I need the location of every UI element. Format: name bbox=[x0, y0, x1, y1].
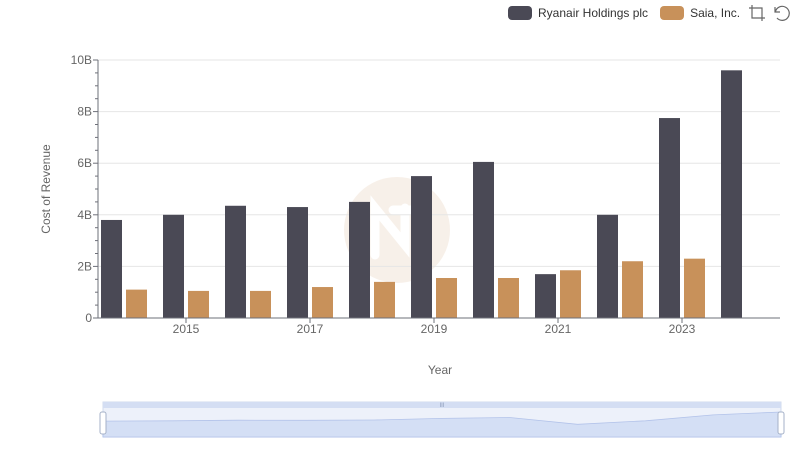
legend: Ryanair Holdings plc Saia, Inc. bbox=[508, 3, 752, 23]
axes: 0 2B 4B 6B 8B 10B 2015 2017 2019 2021 2023 bbox=[71, 53, 780, 336]
x-axis-label: Year bbox=[428, 363, 452, 377]
y-tick-label: 8B bbox=[77, 105, 92, 119]
y-tick-label: 0 bbox=[85, 311, 92, 325]
bar-ryanair-2023[interactable] bbox=[659, 118, 680, 318]
y-tick-label: 4B bbox=[77, 208, 92, 222]
x-tick-label: 2021 bbox=[545, 322, 572, 336]
x-tick-label: 2017 bbox=[297, 322, 324, 336]
data-zoom-left-handle[interactable] bbox=[99, 411, 107, 435]
bar-saia-2021[interactable] bbox=[560, 270, 581, 318]
bar-ryanair-2022[interactable] bbox=[597, 214, 618, 318]
data-zoom-slider[interactable]: III bbox=[99, 401, 785, 438]
legend-label-saia: Saia, Inc. bbox=[690, 6, 741, 20]
x-tick-label: 2019 bbox=[421, 322, 448, 336]
bar-ryanair-2015[interactable] bbox=[163, 214, 184, 318]
legend-item-saia[interactable]: Saia, Inc. bbox=[660, 6, 740, 20]
y-axis-label: Cost of Revenue bbox=[39, 144, 53, 234]
bars bbox=[101, 70, 742, 318]
bar-saia-2017[interactable] bbox=[312, 287, 333, 318]
toolbox bbox=[748, 4, 796, 22]
bar-saia-2018[interactable] bbox=[374, 281, 395, 318]
bar-saia-2016[interactable] bbox=[250, 290, 271, 318]
legend-swatch-saia bbox=[660, 6, 685, 20]
bar-saia-2022[interactable] bbox=[622, 261, 643, 318]
legend-label-ryanair: Ryanair Holdings plc bbox=[538, 6, 649, 20]
bar-ryanair-2017[interactable] bbox=[287, 207, 308, 318]
bar-ryanair-2024[interactable] bbox=[721, 70, 742, 318]
bar-ryanair-2018[interactable] bbox=[349, 201, 370, 318]
bar-ryanair-2014[interactable] bbox=[101, 219, 122, 318]
legend-item-ryanair[interactable]: Ryanair Holdings plc bbox=[508, 6, 648, 20]
bar-ryanair-2020[interactable] bbox=[473, 161, 494, 318]
bar-ryanair-2016[interactable] bbox=[225, 205, 246, 318]
restore-icon[interactable] bbox=[772, 4, 790, 22]
y-tick-label: 6B bbox=[77, 156, 92, 170]
data-zoom-grip[interactable]: III bbox=[439, 403, 444, 409]
zoom-icon[interactable] bbox=[748, 4, 766, 22]
bar-saia-2023[interactable] bbox=[684, 258, 705, 318]
bar-saia-2015[interactable] bbox=[188, 290, 209, 318]
bar-saia-2019[interactable] bbox=[436, 278, 457, 318]
bar-ryanair-2021[interactable] bbox=[535, 274, 556, 318]
bar-ryanair-2019[interactable] bbox=[411, 176, 432, 318]
bar-saia-2014[interactable] bbox=[126, 289, 147, 318]
data-zoom-preview-area bbox=[102, 411, 782, 438]
data-zoom-right-handle[interactable] bbox=[777, 411, 785, 435]
legend-swatch-ryanair bbox=[508, 6, 532, 20]
y-tick-label: 2B bbox=[77, 259, 92, 273]
x-tick-label: 2023 bbox=[669, 322, 696, 336]
bar-saia-2020[interactable] bbox=[498, 278, 519, 318]
y-tick-label: 10B bbox=[71, 53, 92, 67]
x-tick-label: 2015 bbox=[173, 322, 200, 336]
